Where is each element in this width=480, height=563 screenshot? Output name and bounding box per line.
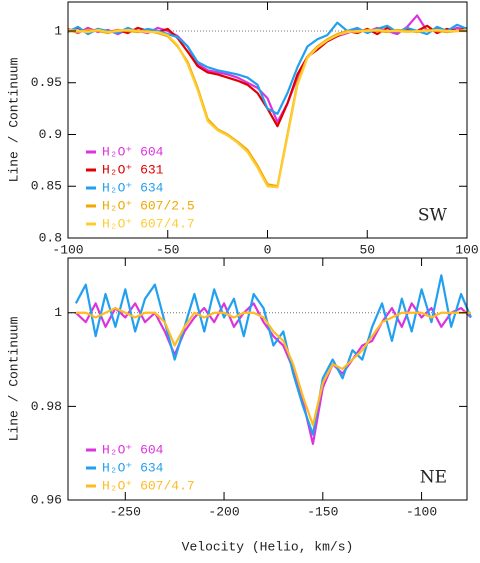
spectrum-line — [75, 306, 471, 427]
x-tick-label: 50 — [359, 242, 375, 257]
y-tick-label: 0.8 — [39, 230, 62, 245]
legend-label: H₂O⁺ 607/2.5 — [102, 198, 195, 213]
x-tick-label: -100 — [406, 504, 437, 519]
y-tick-label: 0.98 — [31, 399, 62, 414]
x-tick-label: -150 — [307, 504, 338, 519]
legend-label: H₂O⁺ 607/4.7 — [102, 216, 195, 231]
x-tick-label: -50 — [156, 242, 179, 257]
panel-annotation: NE — [420, 468, 447, 488]
x-tick-label: -100 — [52, 242, 83, 257]
y-tick-label: 0.96 — [31, 492, 62, 507]
legend-label: H₂O⁺ 631 — [102, 162, 164, 177]
spectrum-line — [67, 24, 468, 128]
panel-annotation: SW — [418, 206, 448, 226]
y-tick-label: 0.9 — [39, 127, 62, 142]
y-axis-label: Line / Continuum — [6, 316, 21, 441]
y-tick-label: 0.95 — [31, 75, 62, 90]
legend-label: H₂O⁺ 607/4.7 — [102, 478, 195, 493]
y-axis-label: Line / Continuum — [6, 57, 21, 182]
legend-label: H₂O⁺ 604 — [102, 442, 164, 457]
legend-label: H₂O⁺ 634 — [102, 180, 164, 195]
spectrum-line — [74, 274, 472, 436]
x-tick-label: 0 — [264, 242, 272, 257]
legend-label: H₂O⁺ 604 — [102, 144, 164, 159]
x-tick-label: -200 — [208, 504, 239, 519]
y-tick-label: 1 — [54, 23, 62, 38]
plot-frame — [67, 257, 468, 501]
y-tick-label: 0.85 — [31, 179, 62, 194]
x-tick-label: 100 — [455, 242, 478, 257]
x-tick-label: -250 — [110, 504, 141, 519]
x-axis-label: Velocity (Helio, km/s) — [182, 539, 354, 554]
spectrum-line — [75, 302, 472, 445]
legend-label: H₂O⁺ 634 — [102, 460, 164, 475]
spectrum-line — [67, 28, 468, 189]
y-tick-label: 1 — [54, 305, 62, 320]
